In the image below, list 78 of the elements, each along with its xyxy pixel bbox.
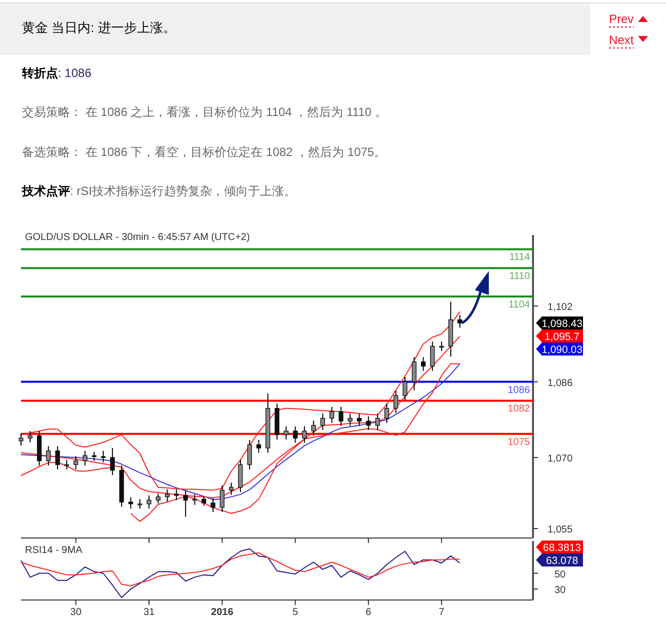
candlestick [402,376,408,401]
candlestick [348,412,352,426]
ref-line-label: 1082 [508,404,530,415]
text: 转折点: 1086 [21,66,92,80]
candlestick [18,432,24,446]
x-tick-label: 31 [143,607,155,618]
candlestick [356,412,362,426]
candlestick [284,426,288,440]
y-tick-label: 1,086 [547,378,573,389]
candlestick [338,406,344,426]
text: 黄金 当日内: 进一步上涨。 [22,20,176,35]
line-series [20,311,460,491]
y-tick-label: 50 [554,569,566,580]
candlestick [110,448,115,476]
candlestick [146,494,152,510]
candlestick [210,498,216,512]
chart-title: GOLD/US DOLLAR - 30min - 6:45:57 AM (UTC+2) [25,232,250,243]
candlestick [74,456,78,470]
candlestick [302,426,307,444]
candlestick [412,356,416,391]
candlestick [320,412,326,431]
candlestick [192,494,198,506]
text: 63.078 [546,555,578,567]
candlestick [238,459,243,493]
candlestick [430,341,435,372]
candlestick [458,314,462,328]
candlestick [100,450,106,463]
text: Next [609,33,634,47]
text: 交易策略： 在 1086 之上，看涨，目标价位为 1104 ，然后为 1110 。 [22,105,387,119]
candlestick [64,459,70,470]
candlestick [55,446,60,470]
candlestick [138,498,142,510]
text: 1,090.03 [542,344,583,356]
candlestick [220,484,224,512]
candlestick [394,390,398,414]
text: 1,095.7 [544,331,580,344]
ref-line-label: 1104 [508,300,530,311]
candlestick [292,426,298,444]
line-series [20,548,460,598]
candlestick [228,482,234,496]
chart-title: RSI14 - 9MA [25,545,83,556]
candlestick [439,341,444,352]
candlestick [256,440,262,454]
line-series [20,552,460,586]
candlestick [183,490,188,518]
y-tick-label: 1,102 [547,302,573,314]
candlestick [82,450,88,466]
candlestick [128,496,134,510]
text: 备选策略： 在 1086 下，看空，目标价位定在 1082 ，然后为 1075。 [22,145,386,159]
candlestick [28,430,32,443]
candlestick [330,406,334,424]
candlestick [202,496,206,506]
candlestick [384,403,390,424]
x-tick-label: 7 [438,607,445,618]
candlestick [156,492,160,504]
text: 技术点评: rSI技术指标运行趋势复杂，倾向于上涨。 [21,184,296,198]
candlestick [46,446,51,466]
x-tick-label: 2016 [211,607,234,618]
text: 1,098.43 [542,318,583,330]
x-tick-label: 30 [70,607,82,618]
x-tick-label: 5 [292,607,299,618]
candlestick [420,356,426,372]
x-tick-label: 6 [366,607,372,618]
text: Prev [609,12,634,26]
candlestick [375,412,380,431]
candlestick [174,488,179,501]
candlestick [311,420,316,436]
y-tick-label: 1,070 [547,454,573,465]
ref-line-label: 1110 [509,271,530,282]
candlestick [247,440,252,470]
ref-line-label: 1086 [508,384,530,396]
candlestick [164,488,170,502]
text: 68.3813 [543,542,582,554]
ref-line-label: 1075 [508,436,530,448]
y-tick-label: 1,055 [547,524,573,536]
candlestick [366,416,371,431]
y-tick-label: 30 [554,584,566,596]
ref-line-label: 1114 [509,252,530,264]
